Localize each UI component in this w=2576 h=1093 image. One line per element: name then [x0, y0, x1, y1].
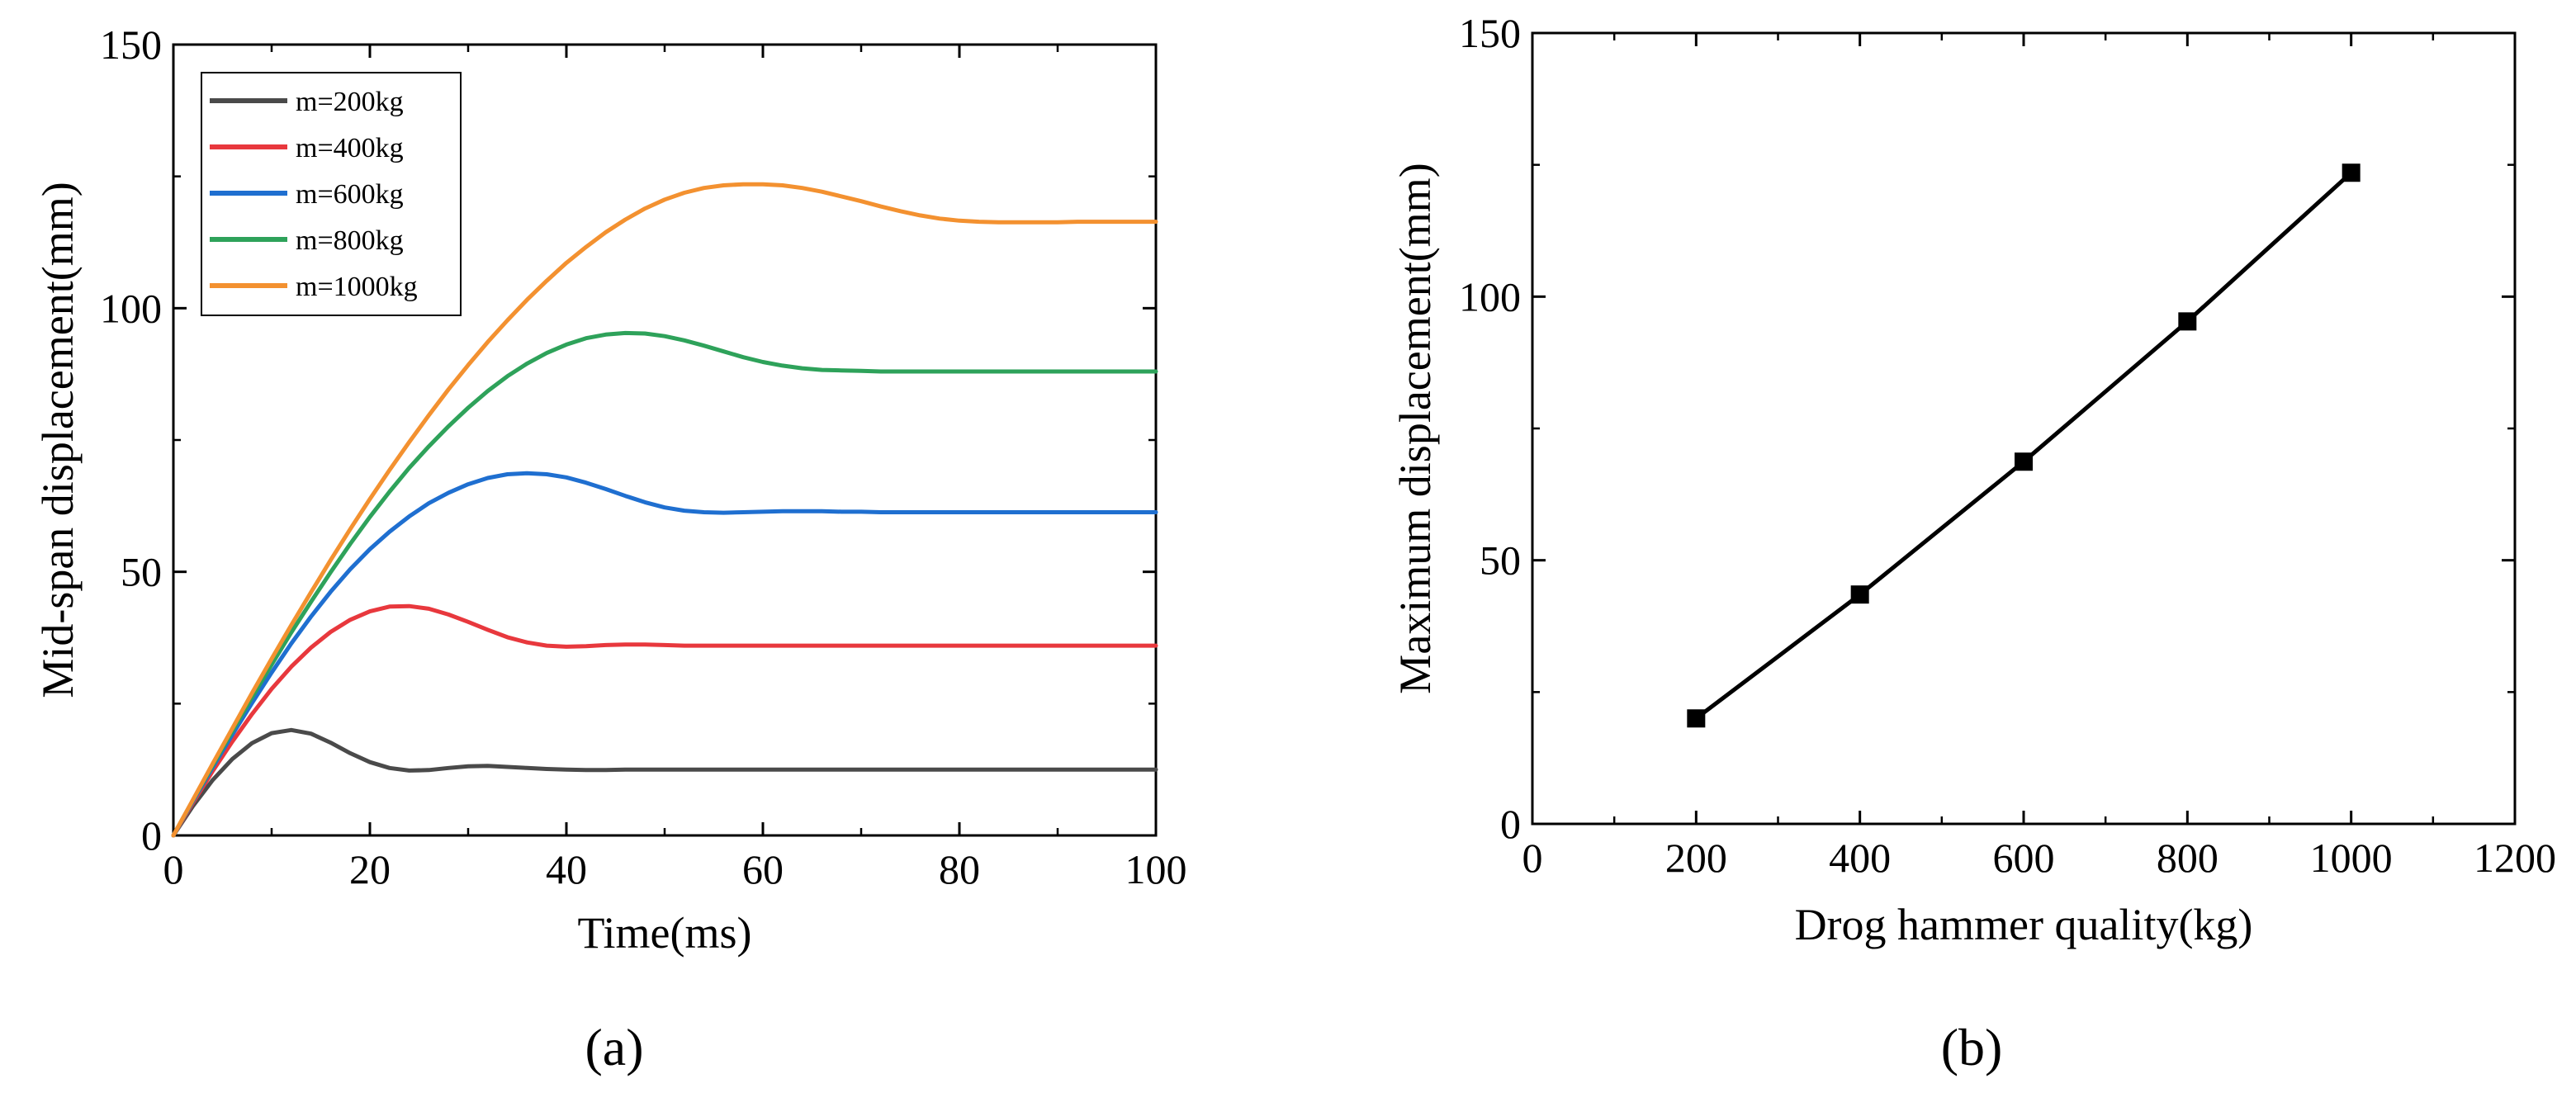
panel-a-legend: m=200kg m=400kg m=600kg m=800kg m=1000kg	[201, 72, 462, 316]
panel-b-x-tick-label: 1200	[2474, 835, 2556, 881]
legend-label: m=1000kg	[296, 272, 418, 302]
panel-b-plot-area	[1531, 31, 2517, 826]
legend-label: m=600kg	[296, 179, 404, 210]
panel-b-y-tick-label: 150	[1459, 10, 1521, 56]
data-point-marker	[2178, 312, 2197, 331]
data-point-marker	[1687, 709, 1706, 728]
legend-label: m=400kg	[296, 133, 404, 163]
panel-b-x-tick-label: 400	[1829, 835, 1891, 881]
panel-a-label: (a)	[585, 1018, 643, 1076]
panel-b-y-tick-label: 50	[1480, 537, 1521, 584]
data-point-marker	[2342, 163, 2361, 182]
panel-a-y-tick-label: 150	[100, 21, 162, 68]
panel-b-ticks: 0 200 400 600 800 1000 1200 0 50 100 150	[1459, 10, 2556, 881]
series-line-m-200kg	[171, 727, 1158, 838]
panel-a-x-tick-label: 60	[742, 846, 784, 892]
panel-a-x-tick-label: 40	[546, 846, 587, 892]
series-line-m-400kg	[171, 603, 1158, 838]
panel-a-y-tick-label: 0	[141, 812, 162, 859]
series-line-m-600kg	[171, 471, 1158, 838]
data-point-marker	[1850, 585, 1869, 604]
panel-b-x-tick-label: 1000	[2310, 835, 2393, 881]
panel-b-x-tick-label: 0	[1522, 835, 1543, 881]
panel-b-label: (b)	[1941, 1018, 2003, 1076]
panel-b-y-axis-title: Maximum displacement(mm)	[1390, 163, 1440, 693]
panel-a-y-tick-label: 50	[121, 549, 162, 595]
panel-b-x-axis-title: Drog hammer quality(kg)	[1795, 900, 2253, 949]
panel-b-x-tick-label: 200	[1665, 835, 1727, 881]
panel-b-chart: 0 200 400 600 800 1000 1200 0 50 100 150 Drog hamm…	[1390, 10, 2556, 1076]
panel-a-x-tick-label: 20	[349, 846, 391, 892]
series-line	[1694, 171, 2353, 721]
series-line-m-1000kg	[171, 182, 1158, 838]
legend-label: m=800kg	[296, 225, 404, 256]
panel-b-axes-frame	[1531, 31, 2517, 826]
panel-b-series-lines	[1687, 163, 2361, 728]
series-line-m-800kg	[171, 330, 1158, 838]
panel-a-x-tick-label: 100	[1125, 846, 1187, 892]
panel-a-x-axis-title: Time(ms)	[577, 908, 751, 958]
legend-label: m=200kg	[296, 87, 404, 117]
panel-a-x-tick-label: 80	[939, 846, 980, 892]
panel-a-series-lines	[171, 182, 1158, 838]
panel-b-x-tick-label: 800	[2157, 835, 2218, 881]
panel-b-x-tick-label: 600	[1993, 835, 2055, 881]
panel-b-y-tick-label: 100	[1459, 273, 1521, 319]
panel-a-y-tick-label: 100	[100, 285, 162, 331]
panel-b-y-tick-label: 0	[1500, 801, 1521, 847]
panel-a-ticks: 0 20 40 60 80 100 0 50 100 150	[100, 21, 1187, 892]
data-point-marker	[2015, 452, 2033, 471]
panel-a-y-axis-title: Mid-span displacement(mm)	[33, 182, 83, 698]
panel-a-chart: 0 20 40 60 80 100 0 50 100 150 m=200kg m=400kg m=60…	[33, 21, 1187, 1076]
panel-a-x-tick-label: 0	[163, 846, 184, 892]
